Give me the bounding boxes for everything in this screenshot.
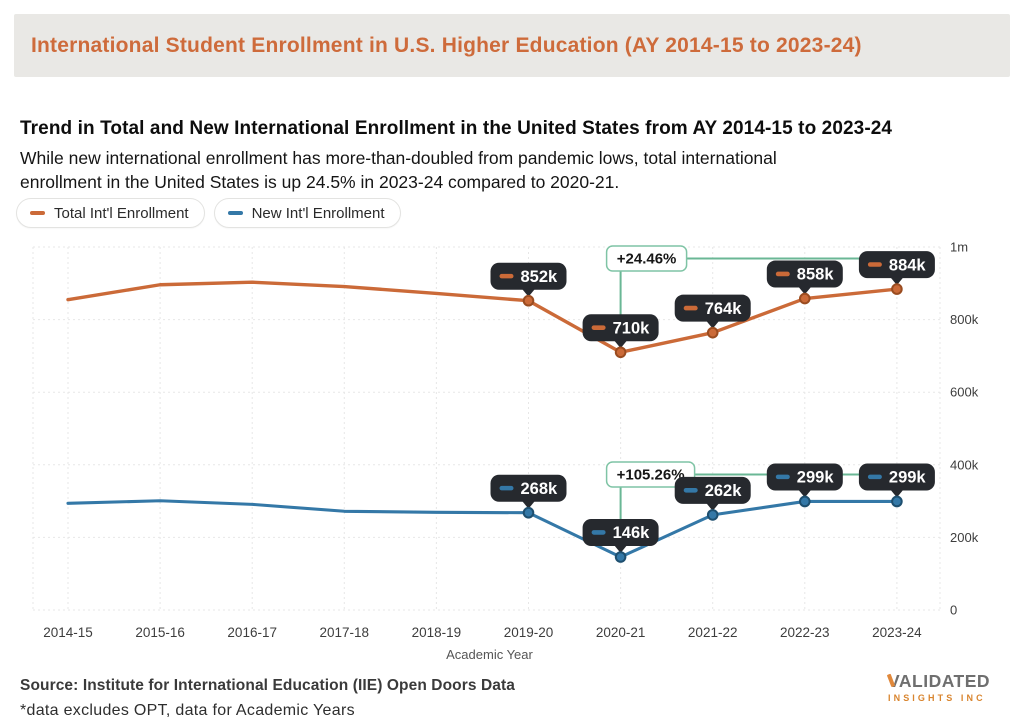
data-label-badge xyxy=(858,463,935,491)
x-axis-tick-label: 2021-22 xyxy=(688,625,738,640)
total-badge-dash-icon xyxy=(867,262,882,267)
data-label-text: 146k xyxy=(613,524,651,542)
y-axis-tick-label: 800k xyxy=(950,312,979,327)
data-label-pointer xyxy=(705,320,720,329)
x-axis-tick-label: 2020-21 xyxy=(596,625,646,640)
new-badge-dash-icon xyxy=(591,530,606,535)
data-label-pointer xyxy=(889,276,904,286)
data-label-text: 852k xyxy=(521,268,559,286)
new-series-dash-icon xyxy=(227,210,243,216)
chart-title: Trend in Total and New International Enr… xyxy=(20,118,893,139)
chart-subtitle-line1: While new international enrollment has m… xyxy=(20,148,777,168)
x-axis-tick-label: 2019-20 xyxy=(504,625,554,640)
data-label-badge xyxy=(582,519,659,547)
x-axis-tick-label: 2015-16 xyxy=(135,625,185,640)
data-label-badge xyxy=(766,463,843,491)
header-banner: International Student Enrollment in U.S.… xyxy=(14,14,1010,77)
new-badge-dash-icon xyxy=(683,487,698,493)
header-title: International Student Enrollment in U.S.… xyxy=(31,33,862,57)
data-label-text: 299k xyxy=(889,469,927,487)
data-point-new-2021-22[interactable] xyxy=(706,509,719,521)
annotation-box xyxy=(605,461,696,488)
y-axis-tick-label: 400k xyxy=(950,457,979,472)
series-line-total xyxy=(66,280,899,354)
chart-subtitle-line2: enrollment in the United States is up 24… xyxy=(20,171,620,192)
data-label-badge xyxy=(582,314,659,342)
new-badge-dash-icon xyxy=(499,485,514,491)
x-axis-tick-label: 2022-23 xyxy=(780,625,830,640)
data-point-total-2020-21[interactable] xyxy=(614,346,627,359)
x-axis-tick-label: 2016-17 xyxy=(227,625,277,640)
legend-item-total-enrollment[interactable]: Total Int'l Enrollment xyxy=(16,198,205,228)
total-badge-dash-icon xyxy=(499,273,514,279)
data-label-text: 299k xyxy=(797,469,835,487)
annotation-text: +24.46% xyxy=(617,251,677,268)
data-label-text: 764k xyxy=(705,300,743,318)
data-point-new-2022-23[interactable] xyxy=(799,495,811,508)
data-point-new-2023-24[interactable] xyxy=(891,495,903,508)
total-badge-dash-icon xyxy=(775,271,790,277)
x-axis-tick-label: 2017-18 xyxy=(320,625,370,640)
data-point-total-2019-20[interactable] xyxy=(522,294,535,307)
data-label-text: 262k xyxy=(705,482,743,500)
data-label-text: 858k xyxy=(797,266,835,284)
data-label-pointer xyxy=(521,500,536,509)
data-label-pointer xyxy=(613,339,628,349)
data-point-total-2021-22[interactable] xyxy=(706,326,719,339)
data-label-text: 884k xyxy=(889,256,927,274)
data-label-badge xyxy=(766,260,843,288)
logo-wordmark: VALIDATED xyxy=(886,671,991,691)
data-label-badge xyxy=(674,294,751,322)
chart-area: 0 200k 400k 600k 800k 1m 2014-15 2015-16 2016-17… xyxy=(14,238,1010,668)
data-label-pointer xyxy=(613,544,628,554)
enrollment-trend-chart: 0 200k 400k 600k 800k 1m 2014-15 2015-16 2016-17… xyxy=(32,240,979,662)
total-badge-dash-icon xyxy=(683,305,698,311)
data-label-badge xyxy=(674,476,751,504)
data-label-text: 268k xyxy=(521,480,559,498)
data-label-badge xyxy=(490,474,567,502)
total-badge-dash-icon xyxy=(591,325,606,330)
data-label-pointer xyxy=(797,488,812,498)
y-axis-tick-label: 600k xyxy=(950,385,979,400)
new-badge-dash-icon xyxy=(867,474,882,480)
data-label-pointer xyxy=(705,502,720,511)
legend-label-total: Total Int'l Enrollment xyxy=(54,204,189,222)
data-point-new-2019-20[interactable] xyxy=(522,506,535,519)
legend-label-new: New Int'l Enrollment xyxy=(251,204,385,222)
footnote-text: *data excludes OPT, data for Academic Ye… xyxy=(20,702,355,719)
headline-block: Trend in Total and New International Enr… xyxy=(20,118,980,194)
legend-item-new-enrollment[interactable]: New Int'l Enrollment xyxy=(213,198,401,228)
annotation-text: +105.26% xyxy=(617,467,685,484)
x-axis-tick-label: 2014-15 xyxy=(43,625,93,640)
data-label-text: 710k xyxy=(613,319,651,337)
series-line-new xyxy=(66,499,899,559)
data-label-pointer xyxy=(521,288,536,297)
new-badge-dash-icon xyxy=(775,474,790,480)
y-axis-tick-label: 1m xyxy=(950,240,968,255)
data-point-new-2020-21[interactable] xyxy=(614,551,627,563)
data-label-badge xyxy=(490,262,567,290)
chart-subtitle: While new international enrollment has m… xyxy=(20,147,980,194)
annotation-box xyxy=(605,245,688,272)
source-text: Source: Institute for International Educ… xyxy=(20,677,515,694)
y-axis-tick-label: 0 xyxy=(950,603,957,618)
y-axis-tick-label: 200k xyxy=(950,530,979,545)
validated-insights-logo: VALIDATED INSIGHTS INC xyxy=(886,671,1008,703)
data-point-total-2022-23[interactable] xyxy=(799,292,811,305)
logo-subtext: INSIGHTS INC xyxy=(888,693,986,703)
data-point-total-2023-24[interactable] xyxy=(891,283,903,295)
x-axis-tick-label: 2018-19 xyxy=(412,625,462,640)
data-label-pointer xyxy=(797,286,812,295)
chart-legend: Total Int'l Enrollment New Int'l Enrollm… xyxy=(16,198,401,228)
total-series-dash-icon xyxy=(30,210,45,216)
data-label-pointer xyxy=(889,488,904,498)
x-axis-title: Academic Year xyxy=(446,647,533,662)
data-label-badge xyxy=(858,251,935,279)
x-axis-tick-label: 2023-24 xyxy=(872,625,922,640)
